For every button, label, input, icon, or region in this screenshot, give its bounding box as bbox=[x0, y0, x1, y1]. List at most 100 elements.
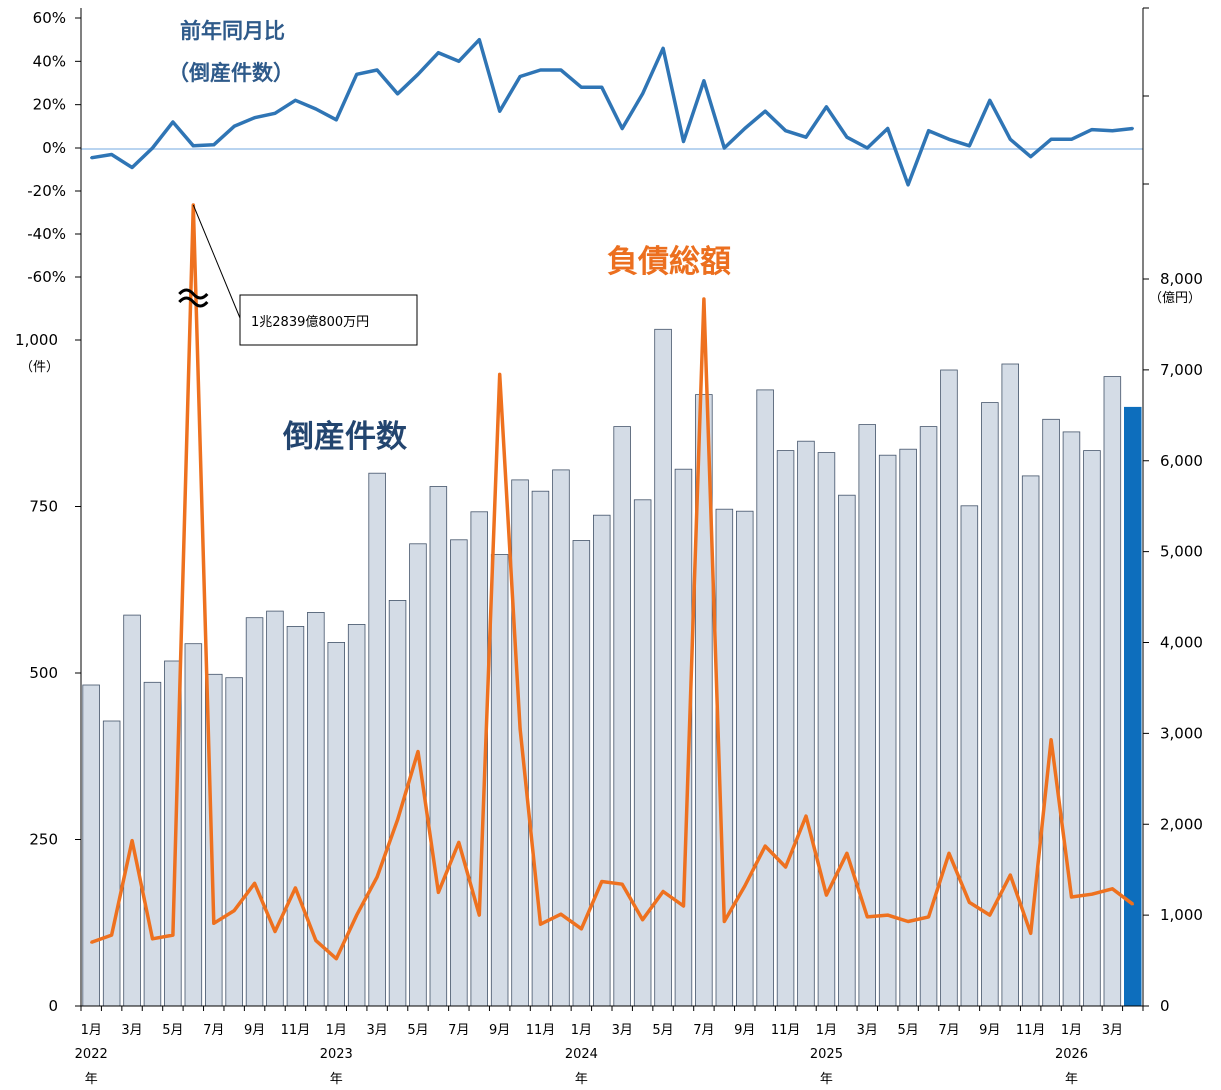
debt-point bbox=[947, 852, 951, 855]
yoy-tick-label: 40% bbox=[33, 52, 66, 70]
callout-text: 1兆2839億800万円 bbox=[251, 314, 369, 330]
x-year-label: 2022 bbox=[75, 1047, 108, 1062]
axis-tick-labels: 0 250 500 750 1,000 60% 40% 20% 0% -20% -40% -60% 0 1… bbox=[15, 9, 1203, 1087]
x-year-label: 2025 bbox=[810, 1047, 843, 1062]
yoy-tick-label: -20% bbox=[27, 182, 66, 200]
debt-point bbox=[621, 883, 624, 886]
debt-point bbox=[600, 880, 603, 883]
debt-point bbox=[1111, 887, 1114, 890]
x-year-label: 2024 bbox=[565, 1047, 598, 1062]
yoy-point bbox=[171, 120, 175, 124]
x-month-label: 7月 bbox=[693, 1023, 714, 1038]
left-tick-label: 500 bbox=[29, 664, 58, 682]
x-month-label: 3月 bbox=[1102, 1023, 1123, 1038]
right-tick-label: 1,000 bbox=[1160, 906, 1203, 924]
yoy-point bbox=[580, 86, 583, 89]
yoy-point bbox=[539, 68, 542, 72]
count-bar bbox=[817, 452, 836, 1007]
debt-point bbox=[784, 865, 787, 869]
yoy-tick-label: -60% bbox=[27, 268, 66, 286]
count-bar bbox=[1083, 450, 1101, 1007]
x-month-label: 11月 bbox=[771, 1023, 801, 1038]
count-bar bbox=[245, 617, 264, 1007]
yoy-point bbox=[1090, 128, 1094, 131]
yoy-point bbox=[416, 73, 420, 76]
count-bar bbox=[654, 328, 672, 1007]
debt-point bbox=[253, 882, 256, 885]
count-bar bbox=[878, 454, 897, 1007]
debt-point bbox=[723, 920, 726, 923]
count-bar bbox=[429, 486, 448, 1007]
yoy-title-line2: （倒産件数） bbox=[168, 61, 294, 85]
yoy-title-line1: 前年同月比 bbox=[180, 19, 285, 43]
x-month-label: 5月 bbox=[897, 1023, 918, 1038]
count-bar bbox=[940, 369, 958, 1007]
x-year-label: 2026 bbox=[1055, 1047, 1088, 1062]
axis-break-icon bbox=[178, 288, 209, 308]
count-bar bbox=[1042, 418, 1060, 1007]
peak-callout: 1兆2839億800万円 bbox=[178, 204, 418, 346]
callout-box bbox=[239, 294, 418, 346]
yoy-point bbox=[784, 129, 787, 132]
debt-point bbox=[886, 913, 889, 917]
count-bar bbox=[960, 505, 979, 1007]
debt-point bbox=[661, 890, 665, 893]
right-tick-label: 0 bbox=[1160, 997, 1170, 1015]
debt-point bbox=[437, 891, 440, 894]
right-tick-label: 6,000 bbox=[1160, 452, 1203, 470]
yoy-point bbox=[1009, 138, 1012, 141]
debt-point bbox=[1131, 903, 1135, 906]
x-month-label: 5月 bbox=[162, 1023, 183, 1038]
left-tick-label: 0 bbox=[48, 997, 58, 1015]
yoy-point bbox=[702, 79, 706, 83]
debt-point bbox=[641, 918, 644, 921]
debt-point bbox=[457, 841, 460, 844]
count-bar bbox=[347, 624, 366, 1007]
debt-point bbox=[294, 886, 297, 890]
debt-point bbox=[212, 922, 215, 925]
x-month-label: 7月 bbox=[203, 1023, 224, 1038]
yoy-point bbox=[253, 116, 256, 119]
x-year-label: 2023 bbox=[320, 1047, 353, 1062]
axes bbox=[75, 7, 1149, 1011]
x-year-suffix: 年 bbox=[330, 1072, 343, 1087]
debt-point bbox=[151, 937, 154, 940]
count-bar bbox=[572, 540, 591, 1007]
bankruptcy-count-bars bbox=[82, 328, 1142, 1007]
count-bar bbox=[633, 499, 652, 1007]
debt-point bbox=[539, 923, 542, 926]
yoy-point bbox=[437, 51, 440, 54]
x-year-suffix: 年 bbox=[820, 1072, 833, 1087]
debt-point bbox=[1049, 738, 1053, 741]
yoy-point bbox=[1111, 129, 1114, 132]
yoy-point bbox=[1131, 127, 1135, 130]
yoy-point bbox=[457, 60, 460, 63]
debt-point bbox=[110, 933, 113, 937]
x-month-label: 5月 bbox=[407, 1023, 428, 1038]
count-bar bbox=[1001, 363, 1020, 1007]
yoy-point bbox=[764, 110, 767, 113]
yoy-tick-label: -40% bbox=[27, 225, 66, 243]
yoy-point bbox=[682, 140, 685, 143]
x-month-label: 5月 bbox=[652, 1023, 673, 1038]
left-tick-label: 250 bbox=[29, 831, 58, 849]
debt-point bbox=[233, 909, 236, 912]
x-month-label: 3月 bbox=[612, 1023, 633, 1038]
x-month-label: 3月 bbox=[121, 1023, 142, 1038]
yoy-point bbox=[621, 127, 624, 130]
yoy-point bbox=[273, 112, 277, 115]
debt-point bbox=[866, 915, 869, 919]
count-bar bbox=[1124, 406, 1142, 1007]
debt-point bbox=[743, 884, 746, 888]
debt-title: 負債総額 bbox=[607, 244, 731, 280]
debt-point bbox=[498, 373, 501, 376]
yoy-point bbox=[947, 138, 951, 141]
yoy-point bbox=[723, 146, 726, 150]
yoy-point bbox=[314, 107, 318, 111]
yoy-point bbox=[498, 110, 501, 113]
x-month-label: 1月 bbox=[1061, 1023, 1082, 1038]
debt-point bbox=[682, 904, 685, 908]
yoy-tick-label: 60% bbox=[33, 9, 66, 27]
debt-point bbox=[355, 913, 358, 917]
